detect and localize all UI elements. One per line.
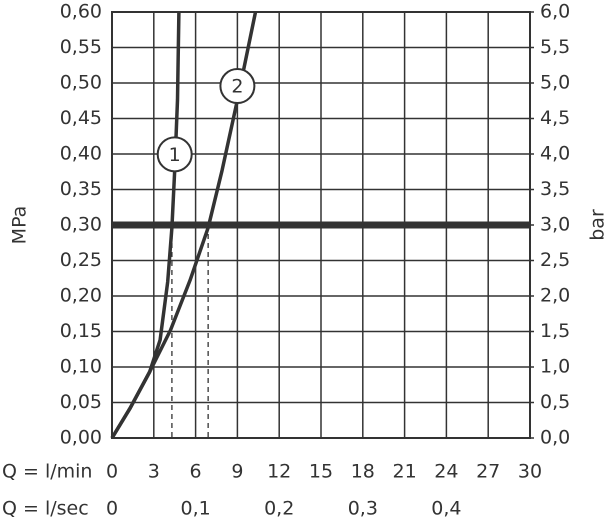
y2-tick-label: 5,5 xyxy=(540,36,570,58)
y-tick-label: 0,40 xyxy=(60,143,102,165)
y2-tick-label: 1,5 xyxy=(540,320,570,342)
y2-tick-label: 3,5 xyxy=(540,178,570,200)
series-label-circle xyxy=(219,68,256,105)
x-tick-label: 27 xyxy=(476,461,500,483)
y2-tick-label: 2,5 xyxy=(540,249,570,271)
y2-tick-label: 1,0 xyxy=(540,356,570,378)
y-tick-label: 0,20 xyxy=(60,285,102,307)
y2-tick-label: 0,0 xyxy=(540,427,570,449)
y2-tick-label: 6,0 xyxy=(540,1,570,23)
y2-tick-label: 3,0 xyxy=(540,214,570,236)
legend-label: 2 xyxy=(231,76,243,98)
y-tick-label: 0,30 xyxy=(60,214,102,236)
y-tick-label: 0,60 xyxy=(60,1,102,23)
y2-tick-label: 4,5 xyxy=(540,107,570,129)
x-tick-label: 12 xyxy=(267,461,291,483)
plot-frame xyxy=(111,11,531,439)
y-tick-label: 0,50 xyxy=(60,72,102,94)
y-tick-label: 0,25 xyxy=(60,249,102,271)
x2-axis-title: Q = l/sec xyxy=(2,498,89,520)
x-tick-label: 18 xyxy=(351,461,375,483)
series-line xyxy=(110,11,258,439)
x2-tick-label: 0,2 xyxy=(264,498,294,520)
x2-tick-label: 0,1 xyxy=(180,498,210,520)
legend-label: 1 xyxy=(169,144,181,166)
x-tick-label: 0 xyxy=(106,461,118,483)
y2-tick-label: 0,5 xyxy=(540,391,570,413)
y-tick-label: 0,35 xyxy=(60,178,102,200)
x2-tick-label: 0 xyxy=(106,498,118,520)
x-tick-label: 30 xyxy=(518,461,542,483)
x-tick-label: 15 xyxy=(309,461,333,483)
y-tick-label: 0,55 xyxy=(60,36,102,58)
y-tick-label: 0,05 xyxy=(60,391,102,413)
y2-tick-label: 2,0 xyxy=(540,285,570,307)
y-axis-title: MPa xyxy=(9,206,31,245)
x-tick-label: 9 xyxy=(231,461,243,483)
series-label-circle xyxy=(156,136,193,173)
y2-tick-label: 4,0 xyxy=(540,143,570,165)
y2-tick-label: 5,0 xyxy=(540,72,570,94)
x-tick-label: 21 xyxy=(393,461,417,483)
x2-tick-label: 0,3 xyxy=(348,498,378,520)
y-tick-label: 0,10 xyxy=(60,356,102,378)
x-tick-label: 24 xyxy=(434,461,458,483)
x-axis-title: Q = l/min xyxy=(2,461,92,483)
x2-tick-label: 0,4 xyxy=(431,498,461,520)
x-tick-label: 3 xyxy=(148,461,160,483)
y-tick-label: 0,45 xyxy=(60,107,102,129)
y-tick-label: 0,15 xyxy=(60,320,102,342)
y2-axis-title: bar xyxy=(587,209,609,241)
x-tick-label: 6 xyxy=(190,461,202,483)
y-tick-label: 0,00 xyxy=(60,427,102,449)
